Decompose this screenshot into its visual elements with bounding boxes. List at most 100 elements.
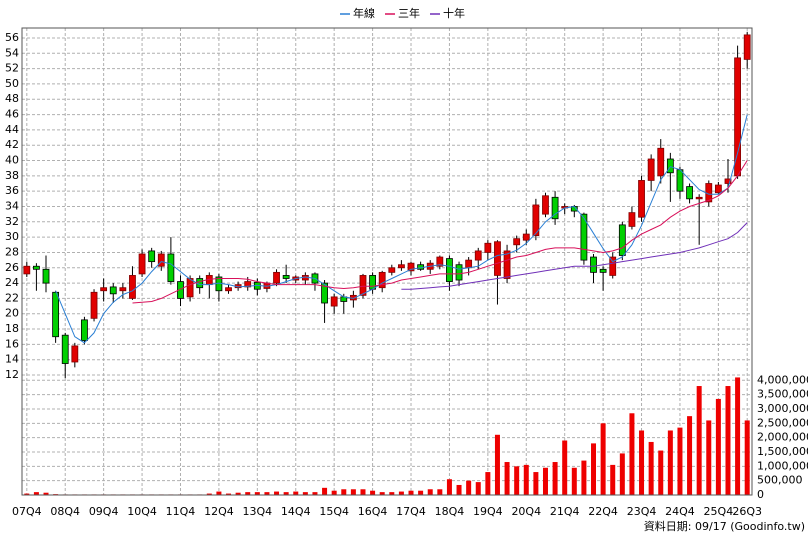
candle-body <box>273 271 280 284</box>
y-tick-label: 46 <box>5 108 19 121</box>
candle-body <box>61 334 69 364</box>
candle-body <box>522 233 530 241</box>
volume-bar <box>322 487 328 495</box>
candle-body <box>676 169 684 192</box>
candle-body <box>542 195 549 215</box>
candle-body <box>359 275 367 296</box>
candle-body <box>148 250 156 263</box>
candle-body <box>100 287 108 292</box>
candle-body <box>177 281 184 299</box>
y-tick-label: 54 <box>5 46 19 59</box>
candle-body <box>714 184 722 194</box>
y-tick-label: 42 <box>5 138 19 151</box>
volume-bar <box>226 493 232 495</box>
volume-bar <box>24 493 30 495</box>
volume-bar <box>494 434 500 495</box>
candle-body <box>157 253 165 267</box>
volume-bar <box>254 492 260 495</box>
candle-body <box>436 256 444 267</box>
candle-body <box>551 196 559 220</box>
volume-bar <box>235 492 241 495</box>
y-tick-label: 40 <box>5 154 19 167</box>
plot-frame <box>21 27 753 496</box>
volume-bar <box>33 492 39 495</box>
y-tick-label: 24 <box>5 276 19 289</box>
volume-bar <box>619 453 625 495</box>
legend-label: 三年 <box>398 6 420 20</box>
volume-bar <box>485 472 491 495</box>
candle-body <box>129 275 136 299</box>
volume-bar <box>581 460 587 495</box>
volume-bar <box>206 493 212 495</box>
y2-tick-label: 2,000,000 <box>757 431 808 444</box>
candle-body <box>138 253 146 275</box>
candle-body <box>618 224 626 256</box>
volume-bar <box>302 492 308 495</box>
volume-bar <box>360 489 366 495</box>
ma-line <box>401 222 748 290</box>
x-tick-label: 07Q4 <box>12 505 42 518</box>
y-tick-label: 44 <box>5 123 19 136</box>
x-tick-label: 19Q4 <box>473 505 503 518</box>
volume-bar <box>245 492 251 495</box>
volume-bar <box>687 416 693 495</box>
volume-bar <box>389 492 395 495</box>
candle-body <box>695 196 703 200</box>
candle-body <box>532 204 540 236</box>
volume-bar <box>600 423 606 495</box>
volume-bar <box>379 492 385 495</box>
y2-tick-label: 1,000,000 <box>757 459 808 472</box>
candle-body <box>33 265 40 270</box>
x-tick-label: 26Q3 <box>732 505 762 518</box>
x-tick-label: 14Q4 <box>281 505 311 518</box>
volume-bar <box>610 464 616 495</box>
volume-bar <box>427 489 433 495</box>
x-tick-label: 21Q4 <box>550 505 580 518</box>
candle-body <box>282 275 290 279</box>
y-tick-label: 50 <box>5 77 19 90</box>
volume-bar <box>437 489 443 495</box>
candle-body <box>244 281 252 288</box>
x-tick-label: 25Q4 <box>704 505 734 518</box>
volume-bar <box>629 413 635 495</box>
y-tick-label: 14 <box>5 353 19 366</box>
x-tick-label: 15Q4 <box>319 505 349 518</box>
legend-label: 年線 <box>353 6 375 20</box>
x-tick-label: 10Q4 <box>127 505 157 518</box>
volume-bar <box>475 482 481 495</box>
x-tick-label: 09Q4 <box>89 505 119 518</box>
x-tick-label: 13Q4 <box>243 505 273 518</box>
candle-body <box>494 241 501 276</box>
x-tick-label: 20Q4 <box>511 505 541 518</box>
y2-tick-label: 3,500,000 <box>757 388 808 401</box>
x-tick-label: 22Q4 <box>588 505 618 518</box>
y2-tick-label: 2,500,000 <box>757 416 808 429</box>
candle-body <box>609 256 617 276</box>
volume-bar <box>571 467 577 495</box>
y2-tick-label: 4,000,000 <box>757 373 808 386</box>
y-tick-label: 34 <box>5 199 19 212</box>
x-tick-label: 18Q4 <box>435 505 465 518</box>
volume-bar <box>350 489 356 495</box>
candle-body <box>398 264 405 269</box>
candle-body <box>321 282 328 304</box>
candle-body <box>119 287 127 292</box>
candle-body <box>484 242 492 253</box>
y-tick-label: 16 <box>5 337 19 350</box>
volume-bar <box>466 480 472 495</box>
volume-bar <box>591 443 597 495</box>
volume-bar <box>667 430 673 495</box>
candle-body <box>109 286 117 295</box>
volume-bar <box>514 466 520 495</box>
volume-bar <box>504 462 510 495</box>
candle-body <box>724 178 732 184</box>
volume-bar <box>418 490 424 495</box>
candle-body <box>71 345 79 363</box>
volume-bar <box>370 490 376 495</box>
candle-body <box>369 275 376 290</box>
candle-body <box>225 287 232 292</box>
x-tick-label: 08Q4 <box>50 505 80 518</box>
legend-label: 十年 <box>443 6 465 20</box>
